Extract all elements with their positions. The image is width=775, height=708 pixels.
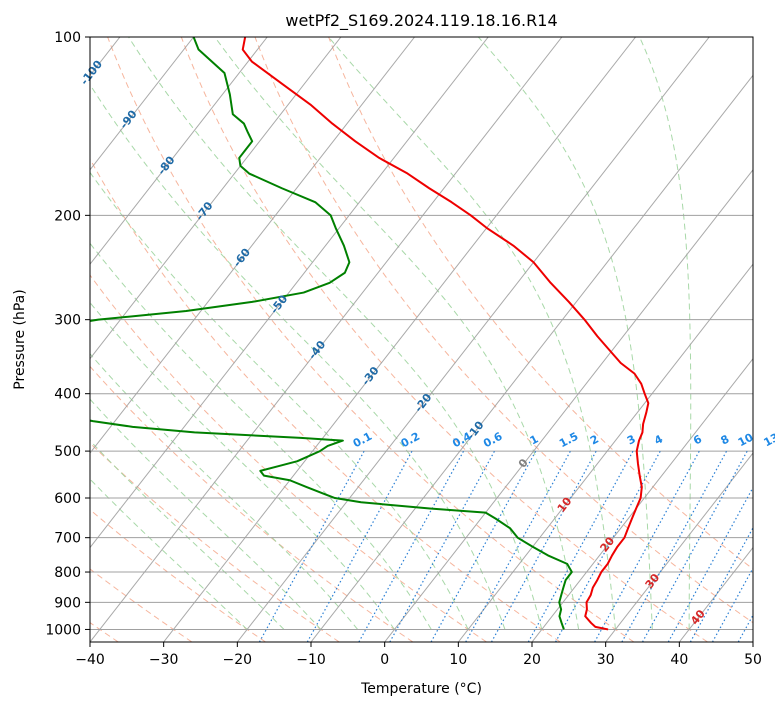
- dry-adiabat-line: [90, 442, 340, 642]
- mixing-ratio-line: [358, 450, 465, 642]
- moist-adiabat-line: [90, 353, 359, 630]
- mixing-ratio-line: [527, 450, 634, 642]
- dry-adiabat-line: [180, 37, 708, 642]
- moist-adiabat-line: [214, 37, 580, 630]
- isotherm-line: [90, 37, 563, 642]
- dewpoint-profile-line: [90, 37, 573, 630]
- x-axis-ticks: −40 −30 −20 −10 0 10 20 30 40 50: [75, 642, 762, 668]
- x-tick-label: 50: [744, 652, 762, 668]
- x-tick-label: −20: [223, 652, 253, 668]
- isotherm-line: [236, 37, 710, 642]
- x-tick-label: 20: [523, 652, 541, 668]
- y-axis-label: Pressure (hPa): [12, 289, 28, 389]
- isotherm-line: [310, 74, 753, 642]
- dry-adiabat-line: [254, 37, 753, 624]
- y-tick-label: 900: [54, 595, 81, 611]
- mixing-ratio-line: [711, 566, 753, 642]
- y-tick-label: 300: [54, 313, 81, 329]
- moist-adiabat-line: [90, 301, 395, 630]
- isotherm-line: [90, 37, 489, 549]
- moist-adiabat-line: [90, 478, 248, 630]
- y-tick-label: 400: [54, 387, 81, 403]
- x-tick-label: 10: [449, 652, 467, 668]
- moist-adiabat-line: [90, 171, 469, 630]
- moist-adiabat-line: [90, 83, 506, 630]
- isotherm-line: [90, 37, 342, 360]
- isotherm-line: [90, 37, 415, 454]
- chart-title: wetPf2_S169.2024.119.18.16.R14: [285, 11, 557, 31]
- isotherm-line: [90, 37, 194, 171]
- x-tick-label: −10: [296, 652, 326, 668]
- mixing-ratio-line: [389, 450, 496, 642]
- y-axis-ticks: 100 200 300 400 500 600 700 800 900 1000: [45, 30, 90, 638]
- moist-adiabat-line: [639, 37, 692, 630]
- mixing-ratio-line: [465, 450, 571, 642]
- mixing-ratio-label: 10: [736, 431, 756, 450]
- dry-adiabat-line: [90, 509, 266, 642]
- y-tick-label: 600: [54, 491, 81, 507]
- x-tick-label: 40: [670, 652, 688, 668]
- moist-adiabat-line: [90, 439, 285, 630]
- mixing-ratio-line: [641, 450, 748, 642]
- mixing-ratio-line: [490, 450, 597, 642]
- plot-frame: [89, 36, 754, 643]
- moist-adiabat-line: [477, 37, 653, 630]
- mixing-ratio-line: [689, 526, 753, 642]
- isotherm-line: [90, 37, 268, 266]
- x-tick-label: 0: [380, 652, 389, 668]
- mixing-ratio-line: [621, 450, 728, 642]
- y-tick-label: 700: [54, 531, 81, 547]
- mixing-ratio-line: [594, 450, 700, 642]
- x-tick-label: −30: [149, 652, 179, 668]
- temperature-profile-line: [241, 37, 650, 631]
- mixing-ratio-line: [430, 450, 537, 642]
- x-tick-label: −40: [75, 652, 105, 668]
- isotherm-line: [531, 357, 753, 642]
- x-tick-label: 30: [597, 652, 615, 668]
- y-tick-label: 100: [54, 30, 81, 46]
- isotherm-line: [163, 37, 636, 642]
- x-axis-label: Temperature (°C): [360, 681, 482, 697]
- dry-adiabat-line: [328, 37, 753, 570]
- dry-adiabat-line: [107, 37, 635, 642]
- background-lines: [90, 37, 753, 642]
- mixing-ratio-line: [306, 450, 413, 642]
- isotherm-line: [605, 452, 753, 642]
- mixing-ratio-line: [667, 486, 753, 642]
- mixing-ratio-line: [258, 450, 365, 642]
- dry-adiabat-line: [90, 157, 561, 642]
- moist-adiabat-line: [128, 37, 543, 630]
- y-tick-label: 1000: [45, 622, 81, 638]
- y-tick-label: 800: [54, 565, 81, 581]
- mixing-ratio-line: [555, 450, 661, 642]
- sounding-series: [90, 37, 650, 631]
- y-tick-label: 200: [54, 208, 81, 224]
- mixing-ratio-label: 13: [762, 431, 775, 450]
- y-tick-label: 500: [54, 444, 81, 460]
- isotherm-line: [384, 168, 753, 642]
- isotherm-line: [457, 263, 753, 642]
- dry-adiabat-line: [90, 274, 487, 642]
